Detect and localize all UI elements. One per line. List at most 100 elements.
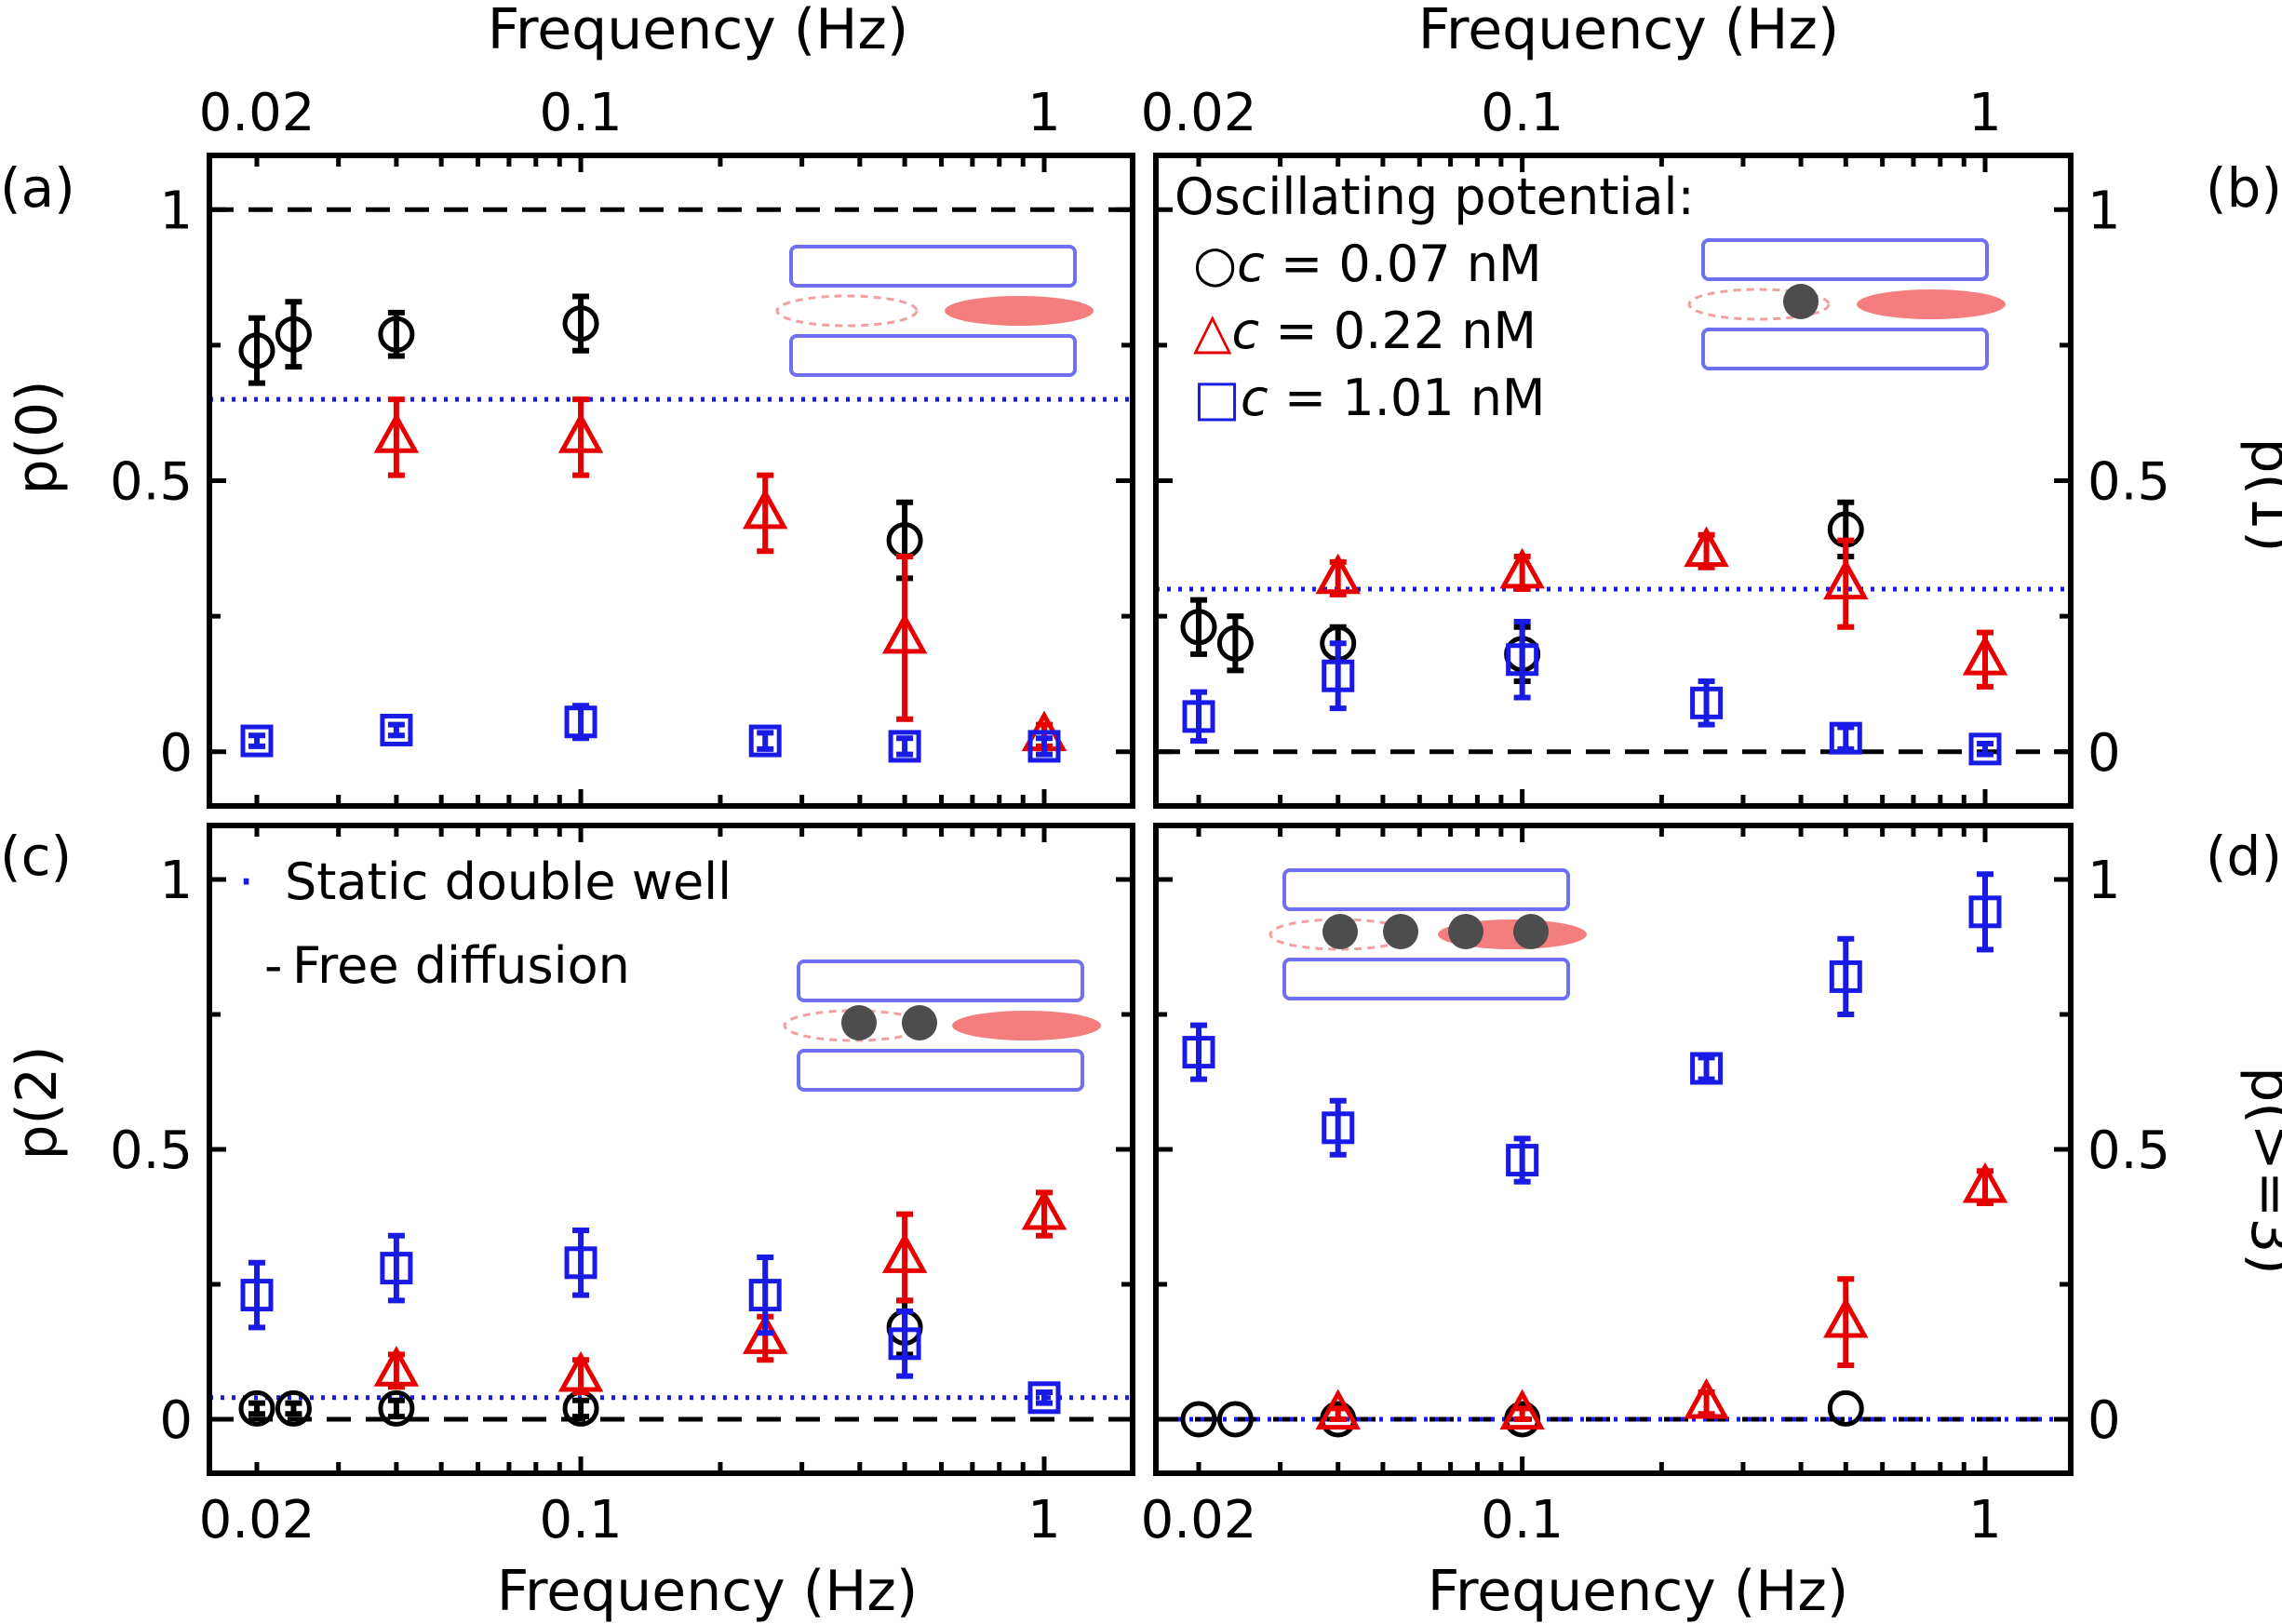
data-point-triangle <box>1823 1296 1869 1338</box>
x-tick-label: 0.1 <box>540 1490 623 1550</box>
series-circle <box>238 293 923 582</box>
y-tick-label: 1 <box>2087 851 2121 911</box>
data-point-triangle <box>1499 547 1545 589</box>
legend-entry-c101: □c = 1.01 nM <box>1193 369 1546 427</box>
data-point-circle <box>275 315 312 353</box>
series-square <box>1182 618 2002 766</box>
panel-label: (c) <box>0 825 72 888</box>
legend-oscillating-title: Oscillating potential: <box>1175 168 1695 226</box>
data-point-square <box>240 724 274 758</box>
data-point-square <box>1027 730 1061 763</box>
x-tick-label: 0.02 <box>199 1490 315 1550</box>
y-axis-label: p(0) <box>5 380 70 494</box>
data-point-circle <box>1180 609 1217 646</box>
series-triangle <box>1315 526 2008 690</box>
legend-oscillating: Oscillating potential: ○c = 0.07 nM △c =… <box>1175 168 1695 427</box>
x-tick-label: 1 <box>1968 83 2002 143</box>
data-point-triangle <box>1684 1377 1729 1419</box>
channel-top <box>797 960 1084 1002</box>
data-point-triangle <box>557 1350 604 1392</box>
data-point-circle <box>378 1389 415 1427</box>
x-tick-label: 0.1 <box>540 83 623 143</box>
legend-var: c <box>1237 235 1265 293</box>
panel-a: 00.510.02 0.1 1(a)p(0) <box>0 83 1135 809</box>
panel-c: 0 0.5 1 0.02 0.1 1 (c) p(2) <box>0 823 1135 1550</box>
series-square <box>1182 871 2002 1185</box>
channel-bottom <box>797 1049 1084 1092</box>
legend-var: c <box>1232 302 1260 360</box>
well-right <box>945 296 1094 326</box>
legend-static-mark: · <box>238 852 254 911</box>
top-right-x-axis-title: Frequency (Hz) <box>1418 0 1839 62</box>
channel-top <box>1701 238 1989 281</box>
legend-entry-c007: ○c = 0.07 nM <box>1193 235 1542 293</box>
y-tick-label: 1 <box>159 181 193 241</box>
data-point-square <box>1690 686 1724 719</box>
x-tick-label: 1 <box>1027 83 1061 143</box>
data-point-square <box>1829 721 1862 755</box>
data-point-triangle <box>373 1346 420 1387</box>
x-tick-label: 0.1 <box>1481 1490 1564 1550</box>
data-point-square <box>1506 643 1539 677</box>
bottom-right-x-axis-title: Frequency (Hz) <box>1428 1559 1848 1624</box>
bottom-left-x-axis-title: Frequency (Hz) <box>497 1559 918 1624</box>
data-point-square <box>1968 732 2002 766</box>
data-point-circle <box>1180 1401 1217 1438</box>
x-tick-label: 0.02 <box>1141 1490 1257 1550</box>
series-triangle <box>1315 1161 2008 1430</box>
well-left <box>775 294 919 328</box>
data-point-circle <box>378 315 415 353</box>
data-point-square <box>1322 1111 1355 1145</box>
legend-marker-square: □ <box>1193 369 1241 427</box>
data-point-circle <box>562 305 599 342</box>
panel-label: (b) <box>2206 156 2282 220</box>
legend-var: c <box>1241 369 1269 427</box>
particle <box>1322 914 1358 949</box>
series-triangle <box>373 1188 1067 1395</box>
data-point-square <box>1690 1052 1724 1085</box>
channel-bottom <box>1701 328 1989 370</box>
data-point-square <box>380 713 413 746</box>
channel-top <box>789 245 1077 288</box>
data-point-triangle <box>1021 1188 1067 1230</box>
legend-reference: · Static double well - Free diffusion <box>238 852 732 995</box>
particle <box>1783 284 1819 319</box>
channel-bottom <box>789 334 1077 377</box>
data-point-triangle <box>742 488 788 530</box>
particle <box>902 1005 937 1040</box>
data-point-square <box>1968 895 2002 929</box>
legend-entry-c022: △c = 0.22 nM <box>1193 302 1537 360</box>
data-point-circle <box>275 1389 312 1427</box>
y-tick-label: 0.5 <box>110 452 193 513</box>
top-left-x-axis-title: Frequency (Hz) <box>488 0 908 62</box>
legend-marker-triangle: △ <box>1193 302 1232 360</box>
data-point-triangle <box>1684 526 1729 568</box>
data-point-triangle <box>742 1313 788 1354</box>
data-point-triangle <box>1315 1389 1361 1430</box>
data-point-square <box>240 1279 274 1312</box>
data-point-triangle <box>1962 634 2008 676</box>
data-point-square <box>1182 700 1215 733</box>
y-axis-label: p(2) <box>5 1045 70 1160</box>
x-tick-label: 0.02 <box>1141 83 1257 143</box>
x-tick-label: 1 <box>1027 1490 1061 1550</box>
particle <box>1383 914 1418 949</box>
legend-value: = 0.07 nM <box>1265 235 1542 293</box>
data-point-square <box>380 1252 413 1285</box>
data-point-triangle <box>1962 1161 2008 1203</box>
inset-schematic <box>1269 868 1587 1000</box>
particle <box>1448 914 1483 949</box>
channel-bottom <box>1282 958 1570 1000</box>
well-right <box>1857 289 2006 319</box>
panel-d: 0 0.5 1 0.02 0.1 1 (d) p(>=3) <box>1141 823 2282 1550</box>
data-point-circle <box>1216 624 1254 662</box>
y-tick-label: 1 <box>159 851 193 911</box>
plot-frame <box>207 153 1135 809</box>
data-point-circle <box>238 332 275 369</box>
legend-free-mark: - <box>264 936 283 995</box>
legend-value: = 0.22 nM <box>1259 302 1537 360</box>
data-point-circle <box>1216 1401 1254 1438</box>
data-point-square <box>748 1279 782 1312</box>
inset-schematic <box>783 960 1101 1092</box>
